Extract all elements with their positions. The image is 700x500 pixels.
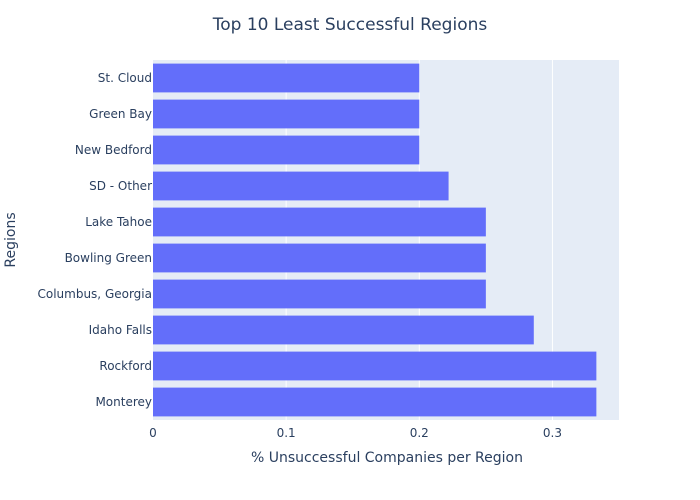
y-tick-label: St. Cloud [98, 71, 152, 85]
bar-idaho-falls[interactable] [153, 315, 534, 345]
bar-green-bay[interactable] [153, 99, 420, 129]
y-tick-label: Green Bay [89, 107, 152, 121]
y-tick-label: SD - Other [89, 179, 152, 193]
x-axis-title: % Unsuccessful Companies per Region [251, 450, 523, 466]
y-tick-label: Lake Tahoe [85, 215, 152, 229]
bar-rockford[interactable] [153, 351, 597, 381]
y-axis-title: Regions [3, 212, 19, 267]
y-tick-labels: St. Cloud Green Bay New Bedford SD - Other L… [37, 71, 152, 409]
x-tick-label: 0 [149, 426, 157, 440]
bar-st-cloud[interactable] [153, 63, 420, 93]
bar-lake-tahoe[interactable] [153, 207, 486, 237]
y-tick-label: Idaho Falls [89, 323, 152, 337]
x-tick-label: 0.3 [543, 426, 562, 440]
y-tick-label: Monterey [95, 395, 152, 409]
y-tick-label: New Bedford [75, 143, 152, 157]
bars [153, 63, 597, 417]
x-tick-label: 0.2 [410, 426, 429, 440]
x-tick-labels: 0 0.1 0.2 0.3 [149, 426, 562, 440]
chart-title: Top 10 Least Successful Regions [212, 15, 488, 35]
y-tick-label: Rockford [99, 359, 152, 373]
bar-new-bedford[interactable] [153, 135, 420, 165]
y-tick-label: Bowling Green [65, 251, 152, 265]
bar-sd-other[interactable] [153, 171, 449, 201]
bar-monterey[interactable] [153, 387, 597, 417]
bar-bowling-green[interactable] [153, 243, 486, 273]
bar-columbus-georgia[interactable] [153, 279, 486, 309]
y-tick-label: Columbus, Georgia [37, 287, 152, 301]
x-tick-label: 0.1 [277, 426, 296, 440]
